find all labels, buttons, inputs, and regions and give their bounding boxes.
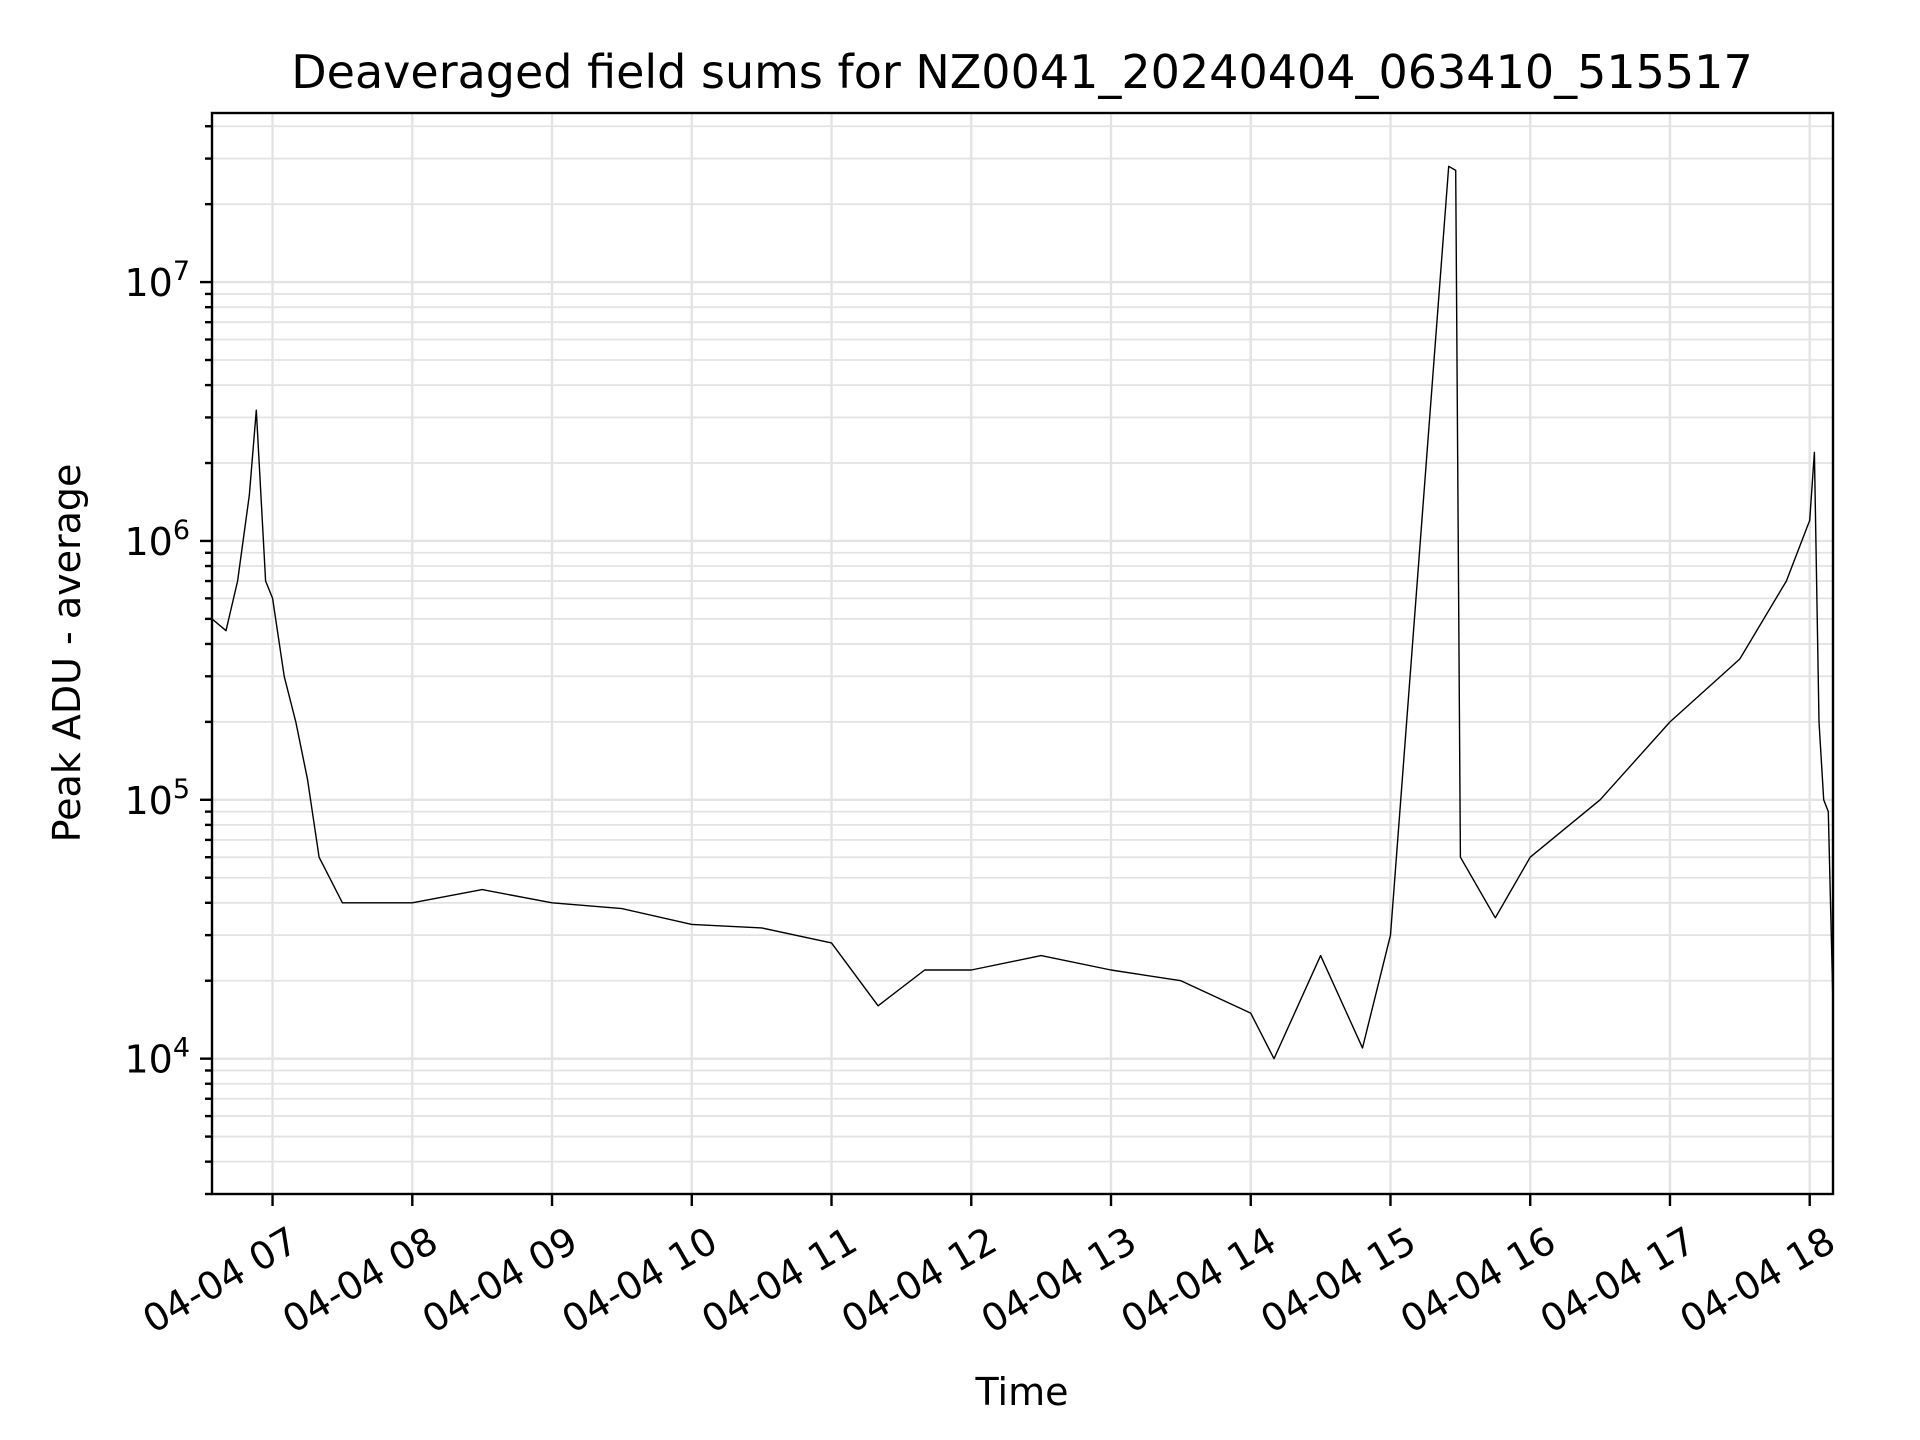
y-tick-label-1: 105 xyxy=(124,774,190,823)
series-layer xyxy=(211,165,1834,1060)
y-tick-label-0: 104 xyxy=(124,1033,190,1082)
y-tick-label-3: 107 xyxy=(124,256,190,305)
plot-frame xyxy=(210,111,1835,1196)
x-axis-label: Time xyxy=(975,1370,1069,1414)
y-axis-label: Peak ADU - average xyxy=(45,464,89,843)
series-line-0 xyxy=(211,165,1834,1060)
y-tick-label-2: 106 xyxy=(124,515,190,564)
chart-title: Deaveraged field sums for NZ0041_2024040… xyxy=(291,45,1752,99)
